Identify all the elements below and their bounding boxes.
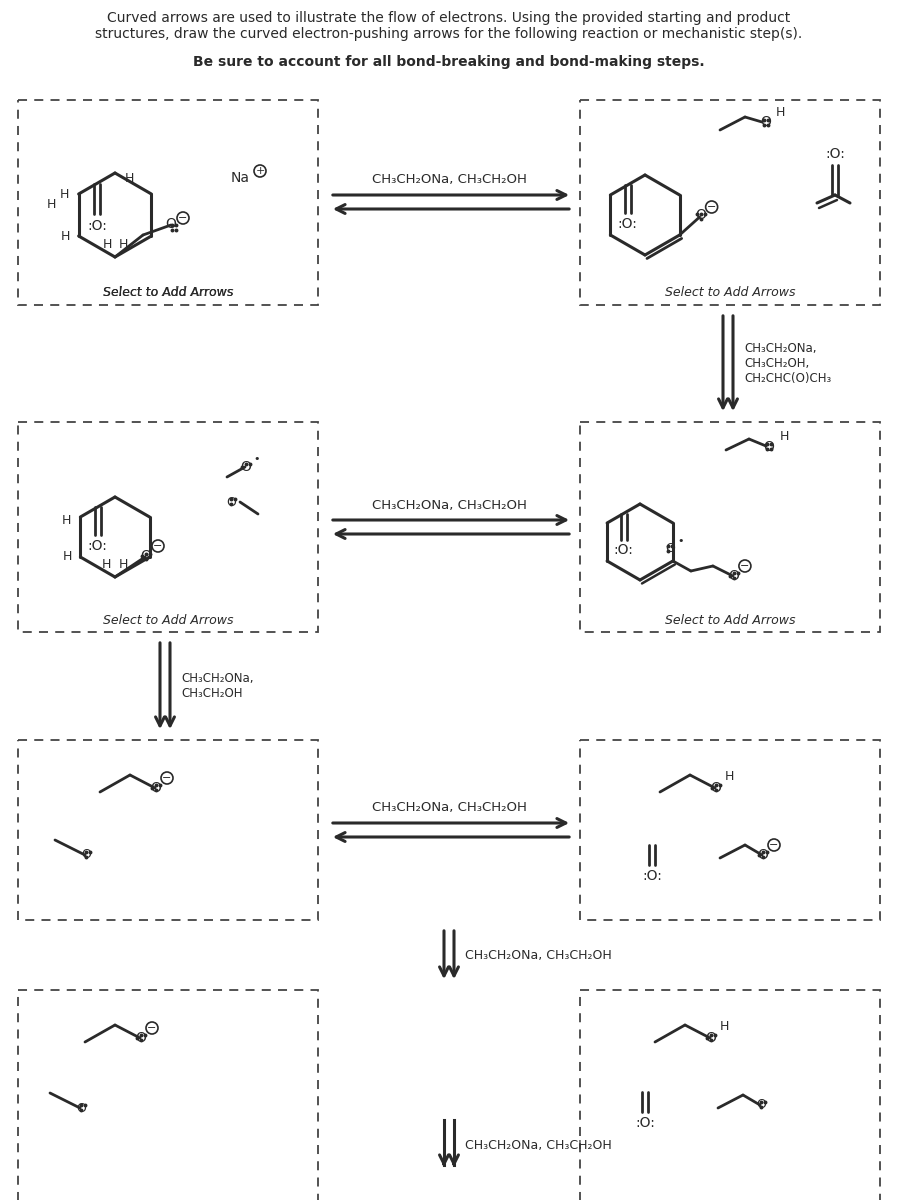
Text: −: − [740,560,750,571]
Bar [580,740,880,920]
Text: O: O [165,217,176,230]
Text: O: O [76,1102,86,1115]
Text: Curved arrows are used to illustrate the flow of electrons. Using the provided s: Curved arrows are used to illustrate the… [108,11,790,25]
Text: O: O [665,542,674,556]
Text: H: H [102,238,111,251]
Text: O: O [756,1098,766,1111]
Bar [580,100,880,305]
Text: :O:: :O: [642,869,662,883]
Bar [18,422,318,632]
Text: O: O [81,848,91,862]
Bar [18,740,318,920]
Text: CH₃CH₂ONa, CH₃CH₂OH: CH₃CH₂ONa, CH₃CH₂OH [372,498,526,511]
Text: +: + [255,166,265,176]
Text: CH₃CH₂ONa,
CH₃CH₂OH: CH₃CH₂ONa, CH₃CH₂OH [181,672,253,700]
Text: Be sure to account for all bond-breaking and bond-making steps.: Be sure to account for all bond-breaking… [193,55,705,68]
Text: CH₃CH₂ONa, CH₃CH₂OH: CH₃CH₂ONa, CH₃CH₂OH [465,1139,612,1152]
Text: Na: Na [231,170,250,185]
Text: O: O [710,781,721,794]
Text: Select to Add Arrows: Select to Add Arrows [103,287,233,300]
Text: Select to Add Arrows: Select to Add Arrows [665,613,796,626]
Text: −: − [147,1022,156,1033]
Text: −: − [770,840,779,850]
Text: O: O [706,1031,717,1045]
Text: :O:: :O: [88,539,108,553]
Text: CH₃CH₂ONa, CH₃CH₂OH: CH₃CH₂ONa, CH₃CH₂OH [372,802,526,815]
Text: H: H [725,770,734,784]
Text: −: − [163,773,172,782]
Bar [580,422,880,632]
Text: H: H [779,431,788,444]
Text: :O:: :O: [613,544,633,558]
Text: H: H [119,558,128,570]
Text: :O:: :O: [825,146,845,161]
Text: H: H [719,1020,728,1033]
Text: O: O [763,440,774,454]
Text: :O:: :O: [87,218,107,233]
Text: CH₃CH₂ONa, CH₃CH₂OH: CH₃CH₂ONa, CH₃CH₂OH [465,948,612,961]
Text: H: H [124,172,134,185]
Text: :O:: :O: [635,1116,655,1130]
Text: Select to Add Arrows: Select to Add Arrows [102,287,233,300]
Bar [580,990,880,1200]
Text: H: H [61,229,70,242]
Text: O: O [758,848,769,862]
Text: CH₃CH₂ONa, CH₃CH₂OH: CH₃CH₂ONa, CH₃CH₂OH [372,174,526,186]
Text: H: H [47,198,57,210]
Text: Select to Add Arrows: Select to Add Arrows [665,287,796,300]
Text: H: H [63,551,72,564]
Text: H: H [119,238,128,251]
Text: H: H [62,515,71,528]
Text: O: O [136,1031,146,1045]
Text: O: O [226,496,236,509]
Text: •: • [254,454,260,464]
Text: O: O [141,550,152,563]
Text: CH₃CH₂ONa,
CH₃CH₂OH,
CH₂CHC(O)CH₃: CH₃CH₂ONa, CH₃CH₂OH, CH₂CHC(O)CH₃ [744,342,832,385]
Text: structures, draw the curved electron-pushing arrows for the following reaction o: structures, draw the curved electron-pus… [95,26,803,41]
Text: :O:: :O: [618,217,638,230]
Text: H: H [775,106,785,119]
Text: H: H [60,187,69,200]
Text: H: H [101,558,110,570]
Text: •: • [678,536,684,546]
Text: −: − [179,214,188,223]
Text: O: O [695,208,706,222]
Text: −: − [707,202,717,212]
Text: O: O [151,781,162,794]
Bar [18,100,318,305]
Bar [18,990,318,1200]
Text: O: O [241,460,251,474]
Text: −: − [154,541,163,551]
Text: O: O [761,115,771,128]
Text: O: O [728,569,739,583]
Text: Select to Add Arrows: Select to Add Arrows [102,613,233,626]
